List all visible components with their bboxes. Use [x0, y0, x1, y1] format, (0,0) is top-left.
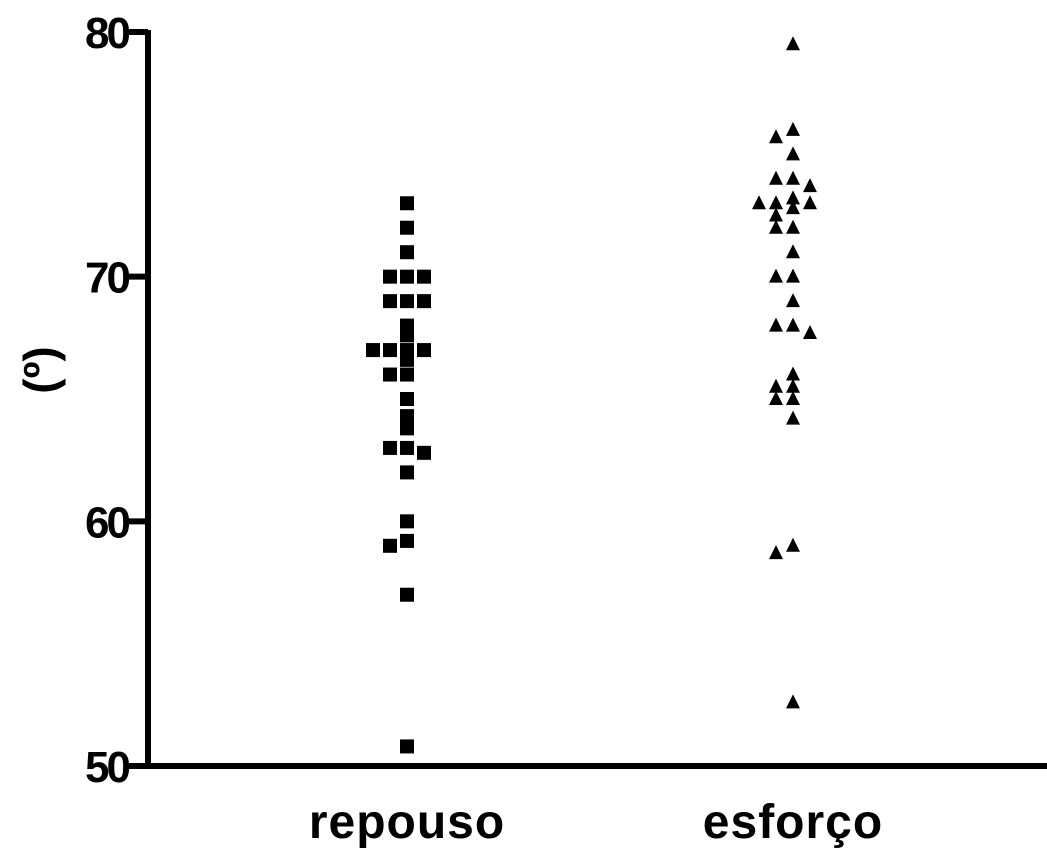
data-point-esforco [769, 317, 783, 332]
data-point-repouso [400, 196, 414, 211]
data-point-repouso [383, 367, 397, 382]
data-point-esforco [803, 195, 817, 210]
data-point-repouso [400, 739, 414, 754]
data-point-esforco [786, 391, 800, 405]
y-axis-title: (º) [14, 346, 66, 393]
x-category-label: repouso [309, 796, 505, 849]
data-point-repouso [383, 538, 397, 553]
data-point-repouso [400, 409, 414, 424]
y-axis-ticks: 50 60 70 80 [85, 9, 148, 792]
data-point-repouso [400, 220, 414, 235]
data-point-esforco [786, 378, 800, 393]
data-point-esforco [769, 207, 783, 222]
data-point-esforco [786, 219, 800, 234]
data-point-esforco [786, 694, 800, 709]
data-point-repouso [400, 269, 414, 284]
data-point-esforco [786, 366, 800, 381]
data-point-repouso [383, 440, 397, 455]
data-point-esforco [786, 146, 800, 161]
axes [145, 30, 1047, 769]
data-point-repouso [417, 445, 431, 460]
data-point-esforco [769, 391, 783, 405]
data-point-repouso [400, 465, 414, 480]
data-point-esforco [769, 219, 783, 234]
data-point-repouso [400, 245, 414, 260]
data-point-repouso [366, 343, 380, 358]
data-point-repouso [383, 294, 397, 309]
data-point-esforco [786, 293, 800, 308]
data-point-esforco [769, 268, 783, 283]
data-point-esforco [786, 200, 800, 215]
data-point-repouso [400, 533, 414, 548]
data-point-repouso [383, 343, 397, 358]
data-point-repouso [400, 352, 414, 367]
data-point-esforco [786, 170, 800, 185]
data-point-repouso [400, 367, 414, 382]
data-point-esforco [786, 537, 800, 552]
y-tick-label: 60 [85, 498, 129, 547]
y-tick-label: 50 [85, 743, 129, 792]
data-point-esforco [769, 195, 783, 210]
data-point-esforco [769, 129, 783, 144]
data-point-esforco [786, 268, 800, 283]
data-point-repouso [417, 294, 431, 309]
data-point-repouso [400, 587, 414, 602]
y-tick-label: 70 [85, 254, 129, 303]
data-point-esforco [752, 195, 766, 210]
data-point-repouso [417, 343, 431, 358]
data-point-esforco [786, 36, 800, 51]
x-category-label: esforço [703, 796, 883, 849]
data-point-esforco [786, 190, 800, 205]
data-point-repouso [417, 269, 431, 284]
data-point-repouso [383, 269, 397, 284]
data-point-esforco [786, 244, 800, 259]
data-point-repouso [400, 421, 414, 436]
x-axis-categories: repouso esforço [309, 796, 883, 849]
data-point-repouso [400, 328, 414, 343]
data-point-repouso [400, 392, 414, 406]
data-point-esforco [786, 410, 800, 425]
y-tick-label: 80 [85, 9, 129, 58]
data-point-esforco [769, 378, 783, 393]
data-point-repouso [400, 440, 414, 455]
data-point-esforco [803, 178, 817, 193]
data-point-esforco [786, 317, 800, 332]
data-point-esforco [786, 121, 800, 136]
data-point-esforco [769, 545, 783, 560]
data-points [366, 36, 817, 754]
data-point-esforco [803, 324, 817, 339]
data-point-repouso [400, 514, 414, 529]
data-point-repouso [400, 294, 414, 309]
data-point-esforco [769, 170, 783, 185]
